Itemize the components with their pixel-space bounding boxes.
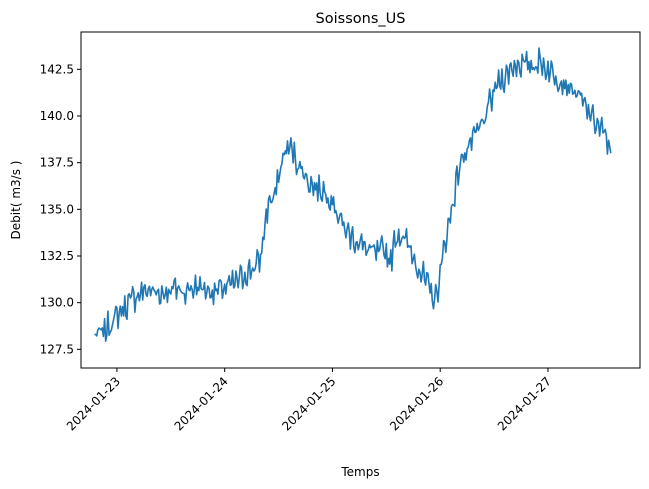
y-tick-label: 132.5 xyxy=(40,249,74,263)
y-tick-label: 135.0 xyxy=(40,202,74,216)
chart-title: Soissons_US xyxy=(316,11,406,27)
y-tick-label: 130.0 xyxy=(40,296,74,310)
x-tick-label: 2024-01-24 xyxy=(172,374,231,433)
x-tick-label: 2024-01-23 xyxy=(64,374,123,433)
y-tick-label: 137.5 xyxy=(40,156,74,170)
y-axis-ticks: 127.5 130.0 132.5 135.0 137.5 140.0 142.5 xyxy=(40,62,81,356)
y-tick-label: 142.5 xyxy=(40,62,74,76)
series-line-debit xyxy=(94,47,612,342)
plot-area xyxy=(80,31,641,369)
x-axis-label: Temps xyxy=(340,465,379,479)
x-axis-ticks: 2024-01-23 2024-01-24 2024-01-25 2024-01-26… xyxy=(64,368,554,433)
y-tick-label: 140.0 xyxy=(40,109,74,123)
x-tick-label: 2024-01-26 xyxy=(387,374,446,433)
x-tick-label: 2024-01-27 xyxy=(495,374,554,433)
y-tick-label: 127.5 xyxy=(40,342,74,356)
y-axis-label: Debit( m3/s ) xyxy=(9,161,23,240)
x-tick-label: 2024-01-25 xyxy=(279,374,338,433)
